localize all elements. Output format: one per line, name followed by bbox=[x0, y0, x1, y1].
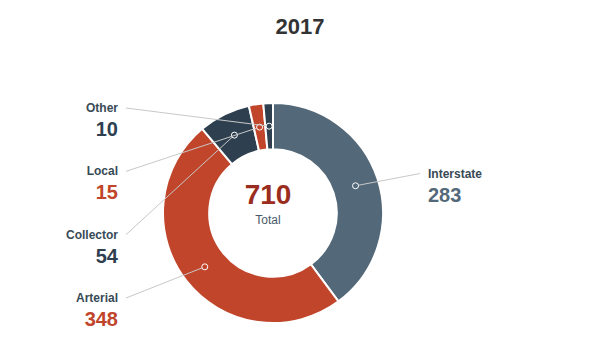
svg-text:Other: Other bbox=[86, 101, 118, 115]
html-text:710: 710 bbox=[244, 179, 292, 210]
html-text:Total: Total bbox=[255, 213, 281, 227]
html-text:2017: 2017 bbox=[275, 14, 325, 39]
svg-text:Arterial: Arterial bbox=[76, 291, 118, 305]
svg-text:348: 348 bbox=[85, 308, 118, 330]
svg-text:Interstate: Interstate bbox=[428, 167, 482, 181]
svg-text:54: 54 bbox=[96, 245, 119, 267]
svg-text:283: 283 bbox=[428, 184, 461, 206]
svg-text:Collector: Collector bbox=[66, 228, 118, 242]
svg-text:Local: Local bbox=[87, 164, 118, 178]
svg-text:15: 15 bbox=[96, 181, 118, 203]
svg-text:10: 10 bbox=[96, 118, 118, 140]
